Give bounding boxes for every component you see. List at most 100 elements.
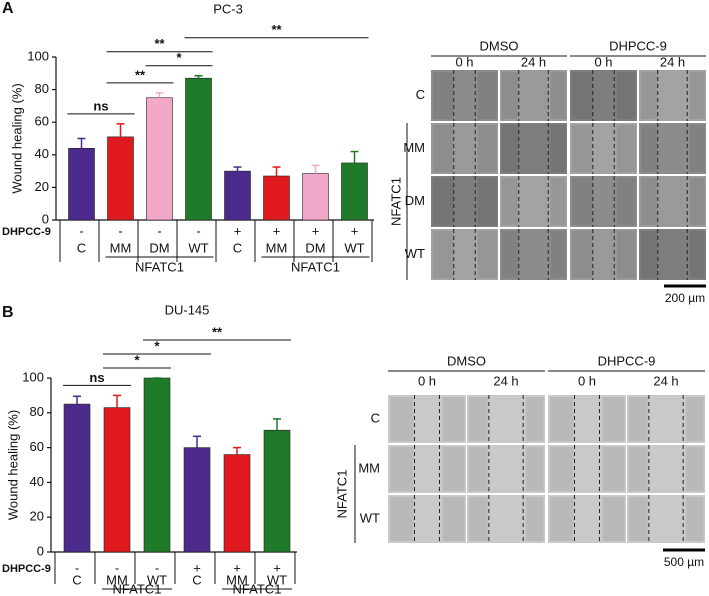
row-group-label: NFATC1 — [388, 177, 403, 226]
y-tick-label: 60 — [35, 114, 49, 129]
micrograph — [388, 395, 466, 443]
cell-texture — [502, 72, 519, 119]
bar — [183, 447, 211, 553]
cell-texture — [550, 447, 574, 491]
panel-label: B — [2, 304, 14, 321]
row-label: MM — [403, 140, 425, 155]
treatment-sign: + — [193, 560, 201, 575]
micrograph — [570, 176, 637, 227]
cell-texture — [550, 72, 566, 119]
treatment-sign: - — [157, 223, 161, 238]
row-label: C — [371, 410, 380, 425]
micrograph — [431, 229, 498, 280]
treatment-sign: + — [273, 560, 281, 575]
micrograph — [431, 123, 498, 174]
x-tick-label: MM — [226, 572, 248, 587]
micrograph — [431, 70, 498, 121]
cell-texture — [442, 497, 465, 541]
significance-label: * — [134, 352, 140, 367]
x-tick-label: C — [233, 240, 242, 255]
row-label: WT — [360, 510, 380, 525]
cell-texture — [390, 497, 414, 541]
cell-texture — [641, 178, 658, 225]
x-tick-label: MM — [106, 572, 128, 587]
chart-title: PC-3 — [213, 1, 243, 16]
y-axis-label: Wound healing (%) — [9, 83, 24, 193]
cell-texture — [572, 231, 593, 278]
cell-texture — [477, 231, 497, 278]
bar — [302, 173, 329, 221]
bar — [107, 136, 134, 221]
x-tick-label: WT — [188, 240, 208, 255]
cell-texture — [469, 397, 488, 441]
cell-texture — [526, 447, 544, 491]
column-header: DHPCC-9 — [598, 353, 656, 368]
cell-texture — [616, 178, 636, 225]
cell-texture — [550, 497, 574, 541]
significance-label: ** — [212, 324, 223, 339]
cell-texture — [390, 397, 414, 441]
treatment-sign: + — [273, 223, 281, 238]
treatment-label: DHPCC-9 — [2, 563, 51, 575]
cell-texture — [641, 231, 658, 278]
cell-texture — [526, 397, 544, 441]
cell-texture — [616, 72, 636, 119]
significance-label: ** — [154, 36, 165, 51]
cell-texture — [550, 125, 566, 172]
cell-texture — [502, 125, 519, 172]
micrograph — [570, 70, 637, 121]
time-label: 24 h — [660, 54, 685, 69]
cell-texture — [477, 72, 497, 119]
micrograph — [627, 395, 705, 443]
bar — [68, 147, 95, 221]
x-tick-label: C — [77, 240, 86, 255]
time-label: 0 h — [455, 54, 473, 69]
treatment-label: DHPCC-9 — [2, 226, 51, 238]
micrograph — [500, 229, 567, 280]
y-tick-label: 60 — [30, 439, 44, 454]
cell-texture — [550, 397, 574, 441]
cell-texture — [433, 72, 454, 119]
cell-texture — [442, 397, 465, 441]
significance-label: ns — [93, 98, 108, 113]
y-tick-label: 40 — [30, 474, 44, 489]
cell-texture — [686, 447, 704, 491]
y-tick-label: 100 — [27, 48, 49, 63]
y-tick-label: 20 — [30, 509, 44, 524]
y-tick-label: 20 — [35, 179, 49, 194]
cell-texture — [442, 447, 465, 491]
micrograph — [627, 445, 705, 493]
cell-texture — [616, 125, 636, 172]
y-tick-label: 40 — [35, 146, 49, 161]
cell-texture — [572, 125, 593, 172]
cell-texture — [477, 125, 497, 172]
micrograph — [548, 395, 626, 443]
micrograph — [467, 445, 545, 493]
column-header: DHPCC-9 — [609, 38, 667, 53]
x-tick-label: C — [192, 572, 201, 587]
chart-title: DU-145 — [165, 302, 210, 317]
bar — [224, 170, 251, 221]
x-tick-label: MM — [266, 240, 288, 255]
x-tick-label: DM — [149, 240, 169, 255]
micrograph — [548, 495, 626, 543]
micrograph — [500, 70, 567, 121]
cell-texture — [686, 497, 704, 541]
micrograph — [500, 176, 567, 227]
treatment-sign: - — [155, 560, 159, 575]
cell-texture — [629, 447, 648, 491]
treatment-sign: - — [79, 223, 83, 238]
cell-texture — [572, 72, 593, 119]
x-tick-label: MM — [110, 240, 132, 255]
micrograph — [627, 495, 705, 543]
treatment-sign: + — [233, 560, 241, 575]
treatment-sign: + — [234, 223, 242, 238]
micrograph — [500, 123, 567, 174]
cell-texture — [629, 397, 648, 441]
cell-texture — [477, 178, 497, 225]
group-label: NFATC1 — [135, 259, 184, 274]
time-label: 24 h — [521, 54, 546, 69]
x-tick-label: WT — [147, 572, 167, 587]
significance-label: * — [154, 338, 160, 353]
cell-texture — [629, 497, 648, 541]
